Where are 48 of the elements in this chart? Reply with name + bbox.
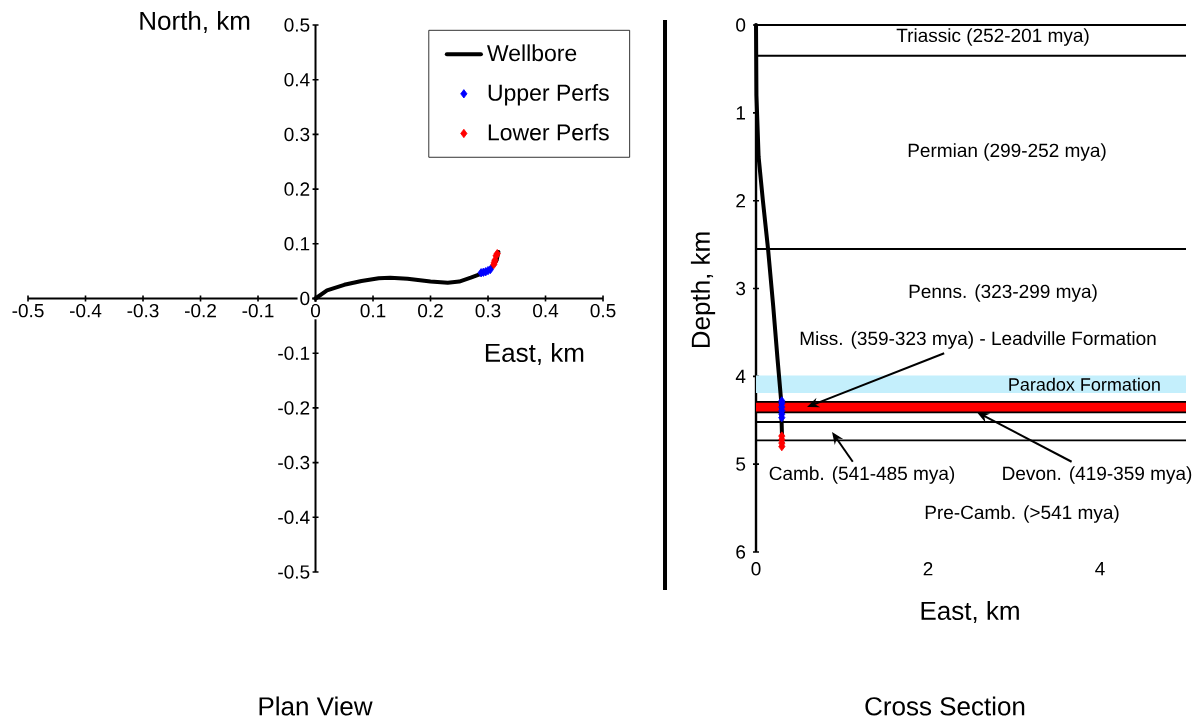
x-tick-label: 0.4 <box>533 303 559 318</box>
x-tick-label: -0.1 <box>242 303 274 318</box>
x-tick-label: 0 <box>751 562 761 576</box>
y-tick-label: 0.3 <box>284 127 310 142</box>
y-axis-title: North, km <box>140 10 250 34</box>
y-tick-label: 0.1 <box>284 237 310 251</box>
band-label: Paradox Formation <box>1009 377 1160 391</box>
y-tick-label: 0 <box>300 291 310 306</box>
y-tick-label: 6 <box>736 545 746 559</box>
annotation: Permian (299-252 mya) <box>908 143 1106 161</box>
legend-label: Wellbore <box>487 44 577 62</box>
x-tick-label: -0.3 <box>127 303 159 318</box>
y-axis-title: Depth, km <box>690 232 716 348</box>
y-tick-label: -0.1 <box>278 346 310 360</box>
x-axis-title: East, km <box>485 342 584 366</box>
annotation: Pre-Camb. (>541 mya) <box>925 505 1119 523</box>
y-tick-label: 5 <box>736 457 746 471</box>
legend-label: Lower Perfs <box>488 123 609 141</box>
legend-label: Upper Perfs <box>488 84 609 106</box>
x-tick-label: 0 <box>310 303 321 318</box>
x-tick-label: 0.2 <box>418 303 443 318</box>
annotation: Penns. (323-299 mya) <box>909 284 1097 302</box>
annotation: Devon. (419-359 mya) <box>1003 466 1192 484</box>
x-tick-label: 2 <box>923 562 933 576</box>
x-tick-label: 4 <box>1095 562 1105 576</box>
text: Cross Section <box>865 696 1025 716</box>
x-tick-label: 0.5 <box>590 303 616 318</box>
y-tick-label: 2 <box>736 194 746 208</box>
y-tick-label: -0.2 <box>278 401 310 415</box>
text: Plan View <box>259 696 373 716</box>
y-tick-label: 4 <box>735 369 746 383</box>
y-tick-label: 3 <box>736 281 746 296</box>
annotation: Triassic (252-201 mya) <box>896 28 1089 46</box>
annotation: Miss. (359-323 mya) - Leadville Formation <box>800 331 1156 349</box>
y-tick-label: 1 <box>736 106 746 120</box>
y-tick-label: 0.2 <box>284 182 310 196</box>
annotation: Camb. (541-485 mya) <box>769 466 955 484</box>
y-tick-label: 0.5 <box>284 18 310 32</box>
x-axis-title: East, km <box>921 600 1019 624</box>
x-tick-label: 0.1 <box>360 303 386 318</box>
x-tick-label: -0.2 <box>184 303 216 318</box>
y-tick-label: -0.4 <box>278 510 310 525</box>
x-tick-label: -0.5 <box>12 303 44 318</box>
x-tick-label: -0.4 <box>69 303 102 318</box>
y-tick-label: -0.3 <box>278 455 310 470</box>
y-tick-label: 0.4 <box>284 72 310 87</box>
y-tick-label: 0 <box>736 18 746 32</box>
x-tick-label: 0.3 <box>475 303 501 318</box>
